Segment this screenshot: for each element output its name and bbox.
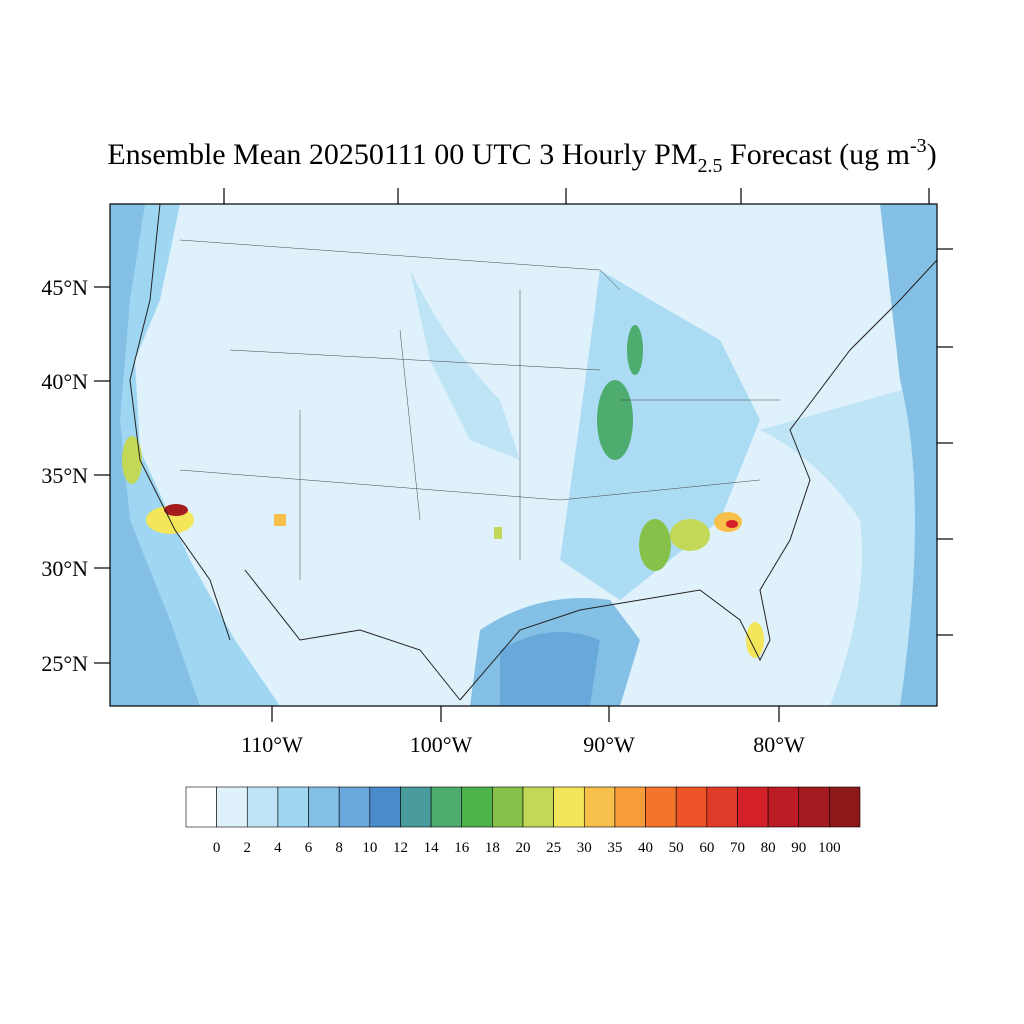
colorbar-box — [706, 786, 738, 828]
lon-label: 100°W — [410, 732, 473, 757]
colorbar-box — [492, 786, 524, 828]
lat-label: 45°N — [41, 275, 88, 300]
colorbar-box — [338, 786, 371, 828]
lon-label: 80°W — [753, 732, 805, 757]
colorbar-box — [829, 786, 861, 828]
colorbar-box — [185, 786, 217, 828]
title-superscript: -3 — [910, 135, 927, 157]
map-field — [110, 204, 937, 706]
colorbar-label: 8 — [335, 840, 343, 856]
colorbar-label: 90 — [791, 840, 806, 856]
title-text: Forecast (ug m — [723, 138, 910, 171]
colorbar-label: 6 — [305, 840, 313, 856]
colorbar-box — [553, 786, 585, 828]
colorbar-label: 20 — [516, 840, 531, 856]
lat-label: 30°N — [41, 556, 88, 581]
colorbar-box — [277, 786, 309, 828]
colorbar-box — [308, 786, 340, 828]
colorbar-label: 25 — [546, 840, 561, 856]
colorbar-label: 100 — [818, 840, 841, 856]
colorbar-box — [737, 786, 769, 828]
colorbar-box — [767, 786, 800, 828]
title-subscript: 2.5 — [698, 155, 723, 177]
colorbar-label: 12 — [393, 840, 408, 856]
colorbar-label: 14 — [424, 840, 440, 856]
colorbar-label: 40 — [638, 840, 653, 856]
colorbar-box — [583, 786, 616, 828]
colorbar-box — [430, 786, 463, 828]
lat-label: 40°N — [41, 369, 88, 394]
colorbar-label: 18 — [485, 840, 500, 856]
lat-label: 25°N — [41, 651, 88, 676]
colorbar-label: 16 — [454, 840, 470, 856]
colorbar-label: 35 — [607, 840, 622, 856]
colorbar-box — [216, 786, 248, 828]
colorbar-box — [400, 786, 432, 828]
colorbar-label: 10 — [362, 840, 377, 856]
colorbar-box — [798, 786, 830, 828]
colorbar-box — [675, 786, 708, 828]
map-frame — [109, 203, 938, 707]
colorbar-label: 4 — [274, 840, 282, 856]
map-title: Ensemble Mean 20250111 00 UTC 3 Hourly P… — [107, 135, 936, 177]
colorbar-label: 50 — [669, 840, 684, 856]
colorbar-label: 80 — [761, 840, 776, 856]
colorbar-label: 2 — [244, 840, 252, 856]
colorbar-box — [461, 786, 493, 828]
title-text: ) — [927, 138, 937, 171]
colorbar-label: 60 — [699, 840, 714, 856]
lon-label: 110°W — [241, 732, 303, 757]
lon-label: 90°W — [583, 732, 635, 757]
lat-label: 35°N — [41, 463, 88, 488]
colorbar-label: 70 — [730, 840, 745, 856]
colorbar-label: 0 — [213, 840, 221, 856]
colorbar-box — [369, 786, 401, 828]
colorbar-label: 30 — [577, 840, 592, 856]
map-ticks — [94, 188, 953, 722]
title-text: Ensemble Mean 20250111 00 UTC 3 Hourly P… — [107, 138, 697, 171]
colorbar-box — [246, 786, 279, 828]
colorbar-box — [645, 786, 677, 828]
colorbar-box — [522, 786, 554, 828]
colorbar-box — [614, 786, 646, 828]
